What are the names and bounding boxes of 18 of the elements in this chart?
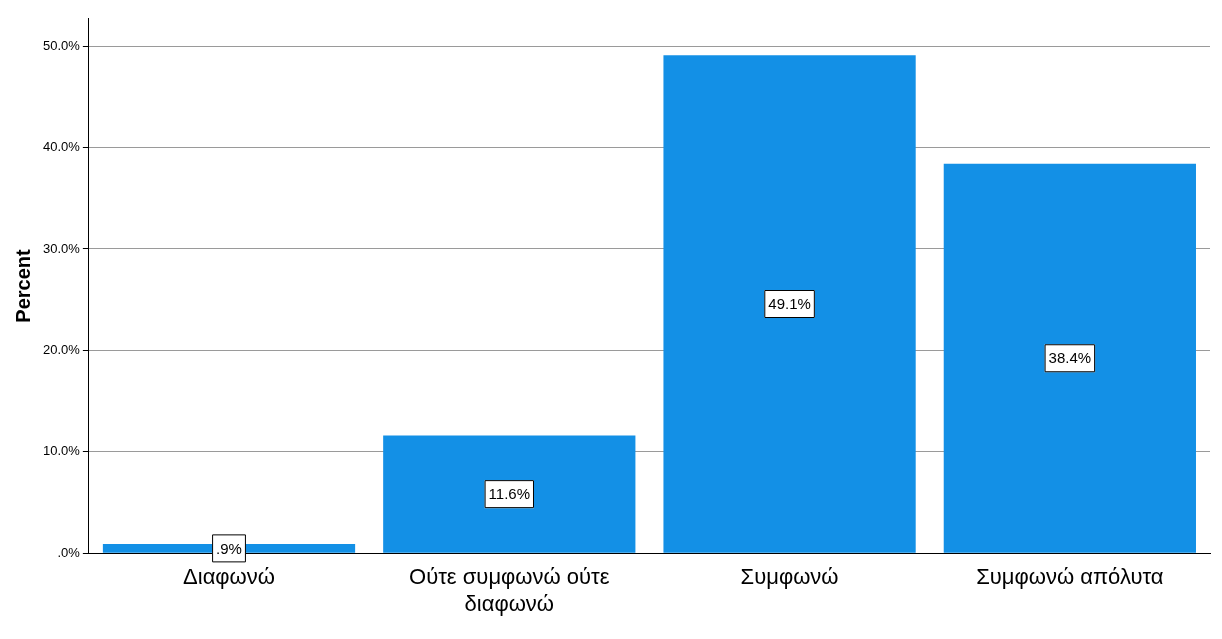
- y-axis-title: Percent: [11, 248, 34, 323]
- data-label: .9%: [216, 539, 242, 557]
- y-tick-label: 30.0%: [42, 240, 81, 256]
- y-tick-label: 20.0%: [42, 341, 81, 357]
- data-label: 11.6%: [488, 485, 530, 503]
- y-tick-label: 50.0%: [42, 37, 81, 53]
- x-tick-label: Συμφωνώ: [740, 564, 839, 590]
- y-tick-label: 40.0%: [42, 139, 81, 155]
- bar: [943, 163, 1196, 553]
- y-tick-label: 10.0%: [42, 443, 81, 459]
- x-tick-label: Ούτε συμφωνώ ούτε διαφωνώ: [409, 564, 610, 616]
- bar: [663, 55, 916, 553]
- bar: [383, 435, 636, 553]
- x-tick-label: Συμφωνώ απόλυτα: [976, 564, 1164, 590]
- data-label: 49.1%: [768, 295, 811, 313]
- x-tick-label: Διαφωνώ: [183, 564, 275, 590]
- y-tick-label: .0%: [57, 544, 81, 560]
- data-label: 38.4%: [1048, 349, 1092, 367]
